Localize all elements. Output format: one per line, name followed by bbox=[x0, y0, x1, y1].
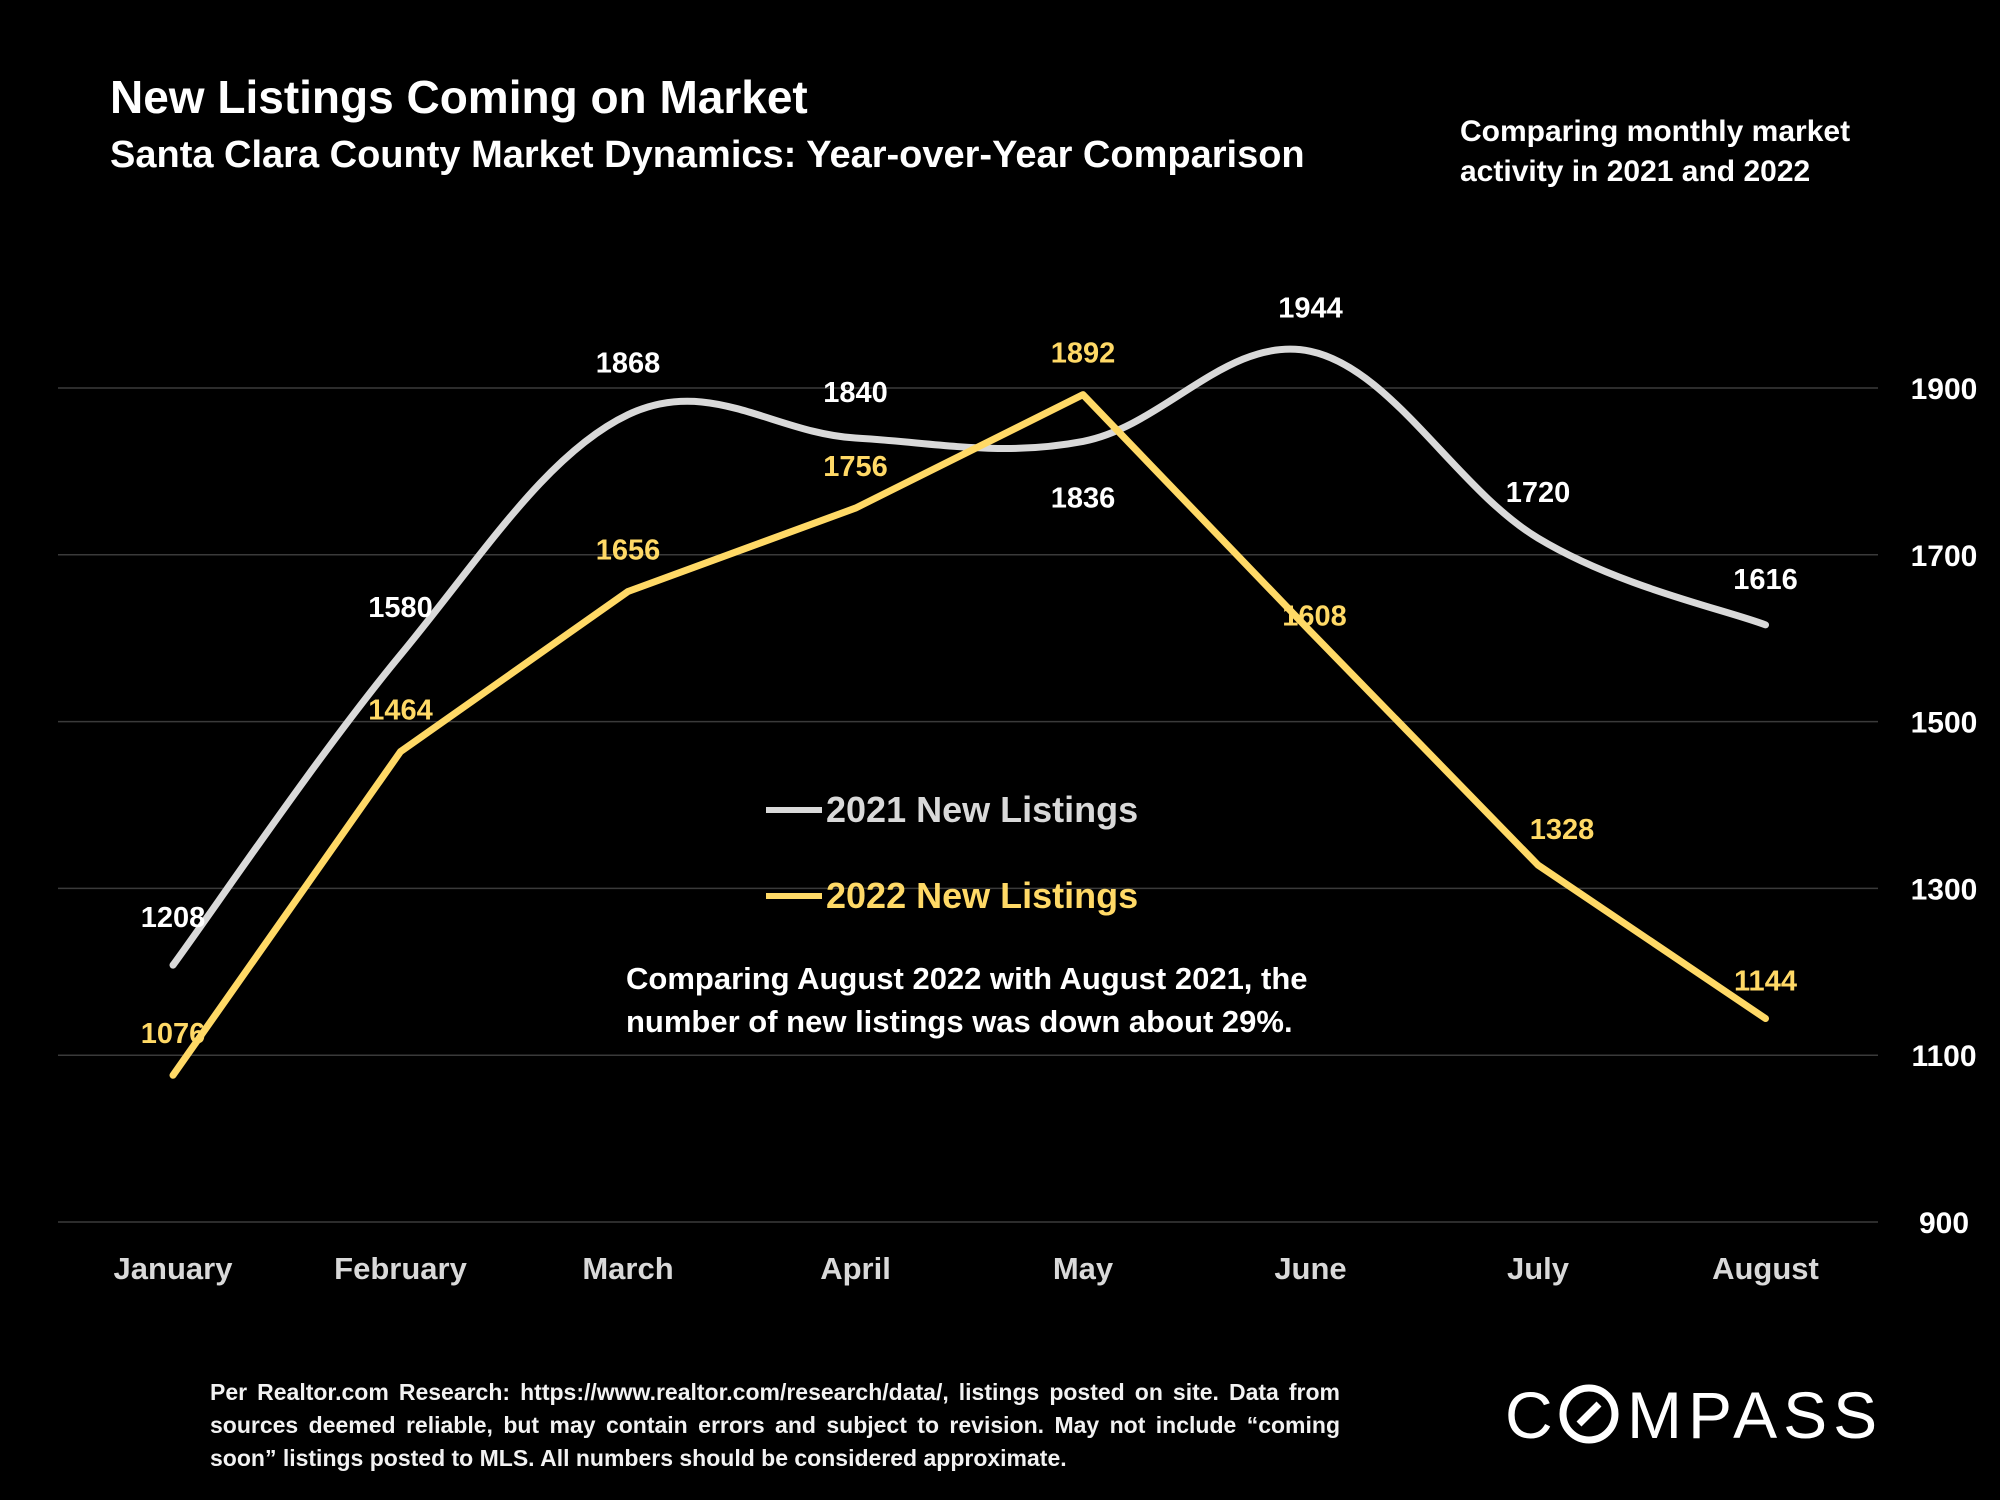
legend-label: 2021 New Listings bbox=[826, 789, 1138, 830]
data-label-2022: 1144 bbox=[1734, 966, 1797, 998]
svg-text:C: C bbox=[1505, 1378, 1559, 1448]
data-label-2022: 1656 bbox=[596, 534, 661, 566]
x-tick-label: May bbox=[1053, 1251, 1114, 1286]
data-label-2021: 1836 bbox=[1051, 482, 1116, 514]
source-footnote: Per Realtor.com Research: https://www.re… bbox=[210, 1379, 1340, 1471]
data-label-2021: 1720 bbox=[1506, 477, 1571, 509]
data-label-2022: 1608 bbox=[1282, 601, 1347, 633]
x-tick-label: February bbox=[334, 1251, 467, 1286]
chart-subtitle: Santa Clara County Market Dynamics: Year… bbox=[110, 134, 1305, 176]
data-label-2021: 1944 bbox=[1278, 292, 1343, 324]
compass-o-icon bbox=[1559, 1384, 1619, 1444]
y-tick-label: 900 bbox=[1919, 1207, 1969, 1240]
x-tick-label: July bbox=[1507, 1251, 1570, 1286]
x-tick-label: June bbox=[1274, 1251, 1346, 1286]
y-tick-label: 1700 bbox=[1911, 540, 1978, 573]
data-label-2022: 1892 bbox=[1051, 338, 1116, 370]
data-label-2022: 1328 bbox=[1530, 814, 1595, 846]
side-note: Comparing monthly market activity in 202… bbox=[1460, 115, 1851, 188]
x-tick-label: April bbox=[820, 1251, 891, 1286]
y-tick-label: 1300 bbox=[1911, 873, 1978, 906]
annotation-text: Comparing August 2022 with August 2021, … bbox=[626, 961, 1308, 1039]
data-label-2022: 1756 bbox=[823, 451, 888, 483]
data-label-2021: 1868 bbox=[596, 348, 661, 380]
data-label-2021: 1208 bbox=[141, 902, 206, 934]
y-tick-label: 1500 bbox=[1911, 707, 1978, 740]
data-label-2022: 1464 bbox=[368, 695, 433, 727]
compass-logo: C MPASS bbox=[1505, 1378, 1925, 1453]
data-label-2021: 1840 bbox=[823, 377, 888, 409]
series-line-2021 bbox=[169, 345, 1769, 969]
chart-title: New Listings Coming on Market bbox=[110, 71, 808, 123]
svg-text:MPASS: MPASS bbox=[1627, 1378, 1883, 1448]
x-tick-label: March bbox=[582, 1251, 673, 1286]
data-label-2021: 1580 bbox=[368, 592, 433, 624]
y-tick-label: 1100 bbox=[1911, 1040, 1976, 1073]
x-tick-label: January bbox=[114, 1251, 234, 1286]
legend-label: 2022 New Listings bbox=[826, 875, 1138, 916]
data-label-2022: 1076 bbox=[141, 1018, 206, 1050]
data-label-2021: 1616 bbox=[1733, 564, 1798, 596]
y-tick-label: 1900 bbox=[1911, 373, 1978, 406]
x-tick-label: August bbox=[1712, 1251, 1819, 1286]
series-line-2022 bbox=[169, 391, 1769, 1079]
